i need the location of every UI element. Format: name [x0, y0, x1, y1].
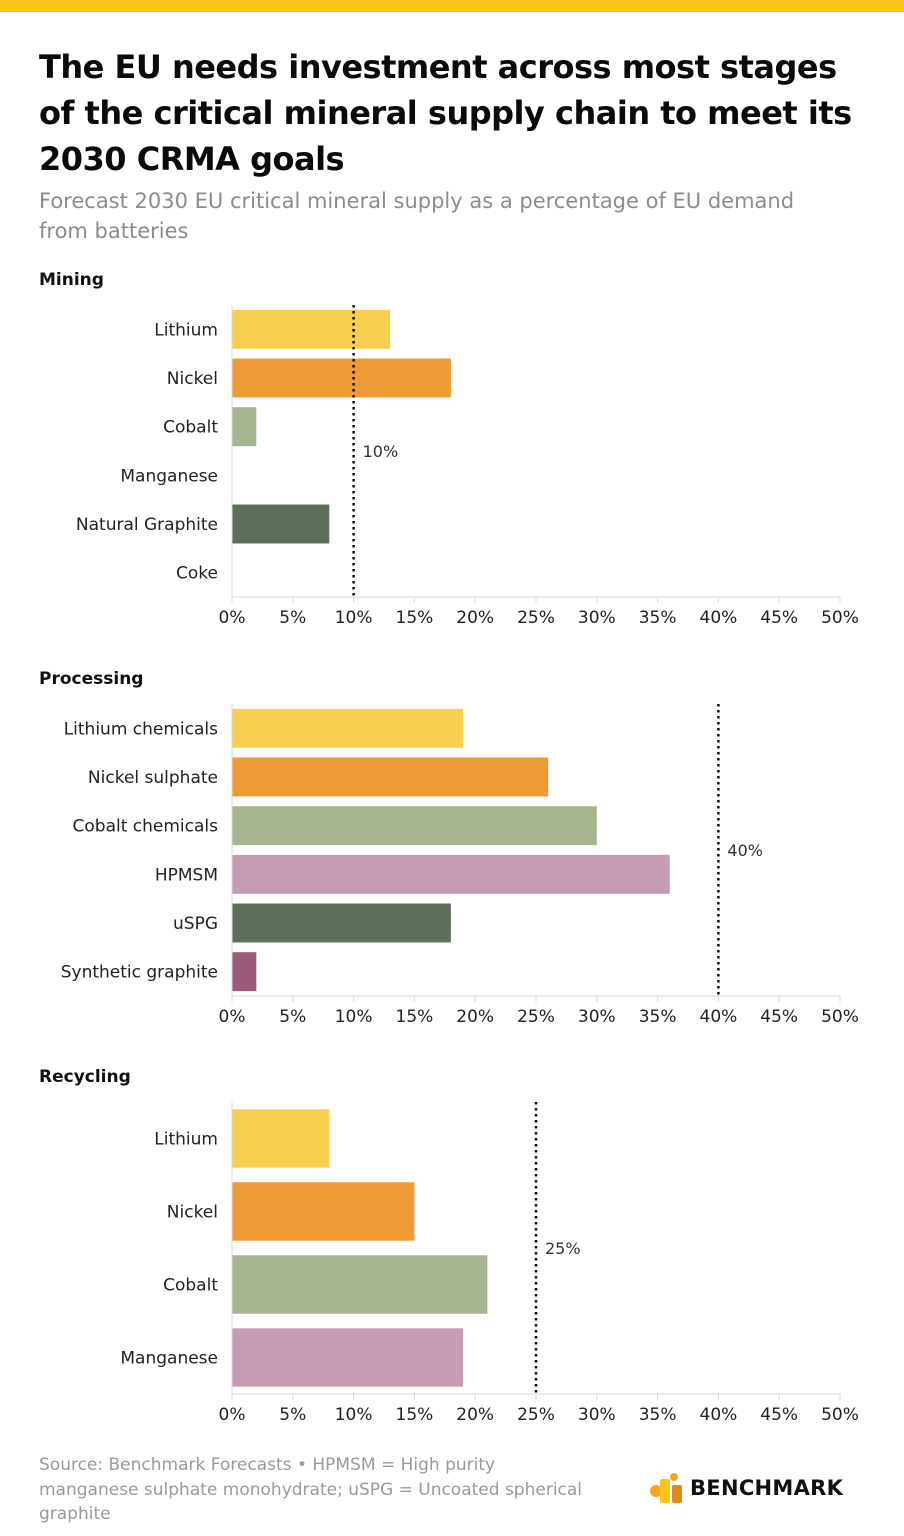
- x-tick-label: 30%: [578, 1007, 616, 1027]
- recycling-bar-chart: 0% 5% 10% 15% 20% 25% 30% 35% 40% 45% 50% Lithium Ni…: [120, 1102, 859, 1425]
- bar: [232, 903, 451, 943]
- benchmark-logo: BENCHMARK: [648, 1470, 843, 1506]
- mining-bar-chart: 0% 5% 10% 15% 20% 25% 30% 35% 40% 45% 50% Lithium Ni…: [76, 305, 859, 628]
- panel-title: Mining: [39, 270, 104, 290]
- category-label: HPMSM: [155, 865, 218, 885]
- category-label: Lithium: [154, 320, 218, 340]
- category-label: Manganese: [120, 466, 218, 486]
- category-label: Coke: [176, 564, 218, 584]
- x-tick-label: 40%: [700, 608, 738, 628]
- bar: [232, 854, 670, 894]
- category-label: Natural Graphite: [76, 515, 218, 535]
- category-label: Cobalt chemicals: [73, 817, 219, 837]
- x-tick-label: 15%: [396, 1405, 434, 1425]
- bar: [232, 504, 330, 544]
- source-note: Source: Benchmark Forecasts • HPMSM = Hi…: [39, 1455, 583, 1524]
- x-tick-label: 10%: [335, 1405, 373, 1425]
- category-label: Synthetic graphite: [61, 963, 218, 983]
- x-tick-label: 0%: [219, 1007, 246, 1027]
- x-tick-label: 30%: [578, 608, 616, 628]
- x-tick-label: 20%: [456, 1007, 494, 1027]
- category-label: Cobalt: [163, 418, 218, 438]
- category-label: Nickel sulphate: [88, 768, 218, 788]
- bar: [232, 1109, 330, 1168]
- bar: [232, 407, 257, 447]
- x-tick-label: 45%: [760, 1007, 798, 1027]
- x-tick-label: 10%: [335, 608, 373, 628]
- target-label: 10%: [363, 442, 399, 461]
- benchmark-logo-icon: [648, 1471, 686, 1505]
- x-tick-label: 50%: [821, 1007, 859, 1027]
- bar: [232, 806, 597, 846]
- x-tick-label: 15%: [396, 608, 434, 628]
- category-label: Nickel: [167, 369, 218, 389]
- x-tick-label: 25%: [517, 608, 555, 628]
- category-label: Nickel: [167, 1203, 218, 1223]
- x-tick-label: 50%: [821, 608, 859, 628]
- x-tick-label: 15%: [396, 1007, 434, 1027]
- x-tick-label: 30%: [578, 1405, 616, 1425]
- category-label: uSPG: [173, 914, 218, 934]
- bar: [232, 358, 451, 398]
- x-tick-label: 35%: [639, 1405, 677, 1425]
- bar: [232, 952, 257, 992]
- x-tick-label: 25%: [517, 1405, 555, 1425]
- x-tick-label: 45%: [760, 1405, 798, 1425]
- category-label: Manganese: [120, 1349, 218, 1369]
- bar: [232, 708, 464, 748]
- x-tick-label: 5%: [279, 1405, 306, 1425]
- chart-title: The EU needs investment across most stag…: [39, 48, 852, 178]
- bar: [232, 309, 391, 349]
- panel-title: Processing: [39, 669, 144, 689]
- bar: [232, 1255, 488, 1314]
- bar: [232, 757, 549, 797]
- target-label: 40%: [727, 841, 763, 860]
- category-label: Lithium chemicals: [64, 719, 218, 739]
- bar: [232, 1182, 415, 1241]
- x-tick-label: 40%: [700, 1007, 738, 1027]
- processing-bar-chart: 0% 5% 10% 15% 20% 25% 30% 35% 40% 45% 50% Lithium c…: [61, 704, 859, 1027]
- x-tick-label: 5%: [279, 1007, 306, 1027]
- x-tick-label: 0%: [219, 1405, 246, 1425]
- x-tick-label: 45%: [760, 608, 798, 628]
- x-tick-label: 10%: [335, 1007, 373, 1027]
- x-tick-label: 0%: [219, 608, 246, 628]
- x-tick-label: 25%: [517, 1007, 555, 1027]
- x-tick-label: 40%: [700, 1405, 738, 1425]
- target-label: 25%: [545, 1239, 581, 1258]
- chart-subtitle: Forecast 2030 EU critical mineral supply…: [39, 189, 795, 243]
- x-tick-label: 35%: [639, 608, 677, 628]
- x-tick-label: 5%: [279, 608, 306, 628]
- x-tick-label: 20%: [456, 1405, 494, 1425]
- x-tick-label: 20%: [456, 608, 494, 628]
- category-label: Cobalt: [163, 1276, 218, 1296]
- x-tick-label: 50%: [821, 1405, 859, 1425]
- benchmark-logo-text: BENCHMARK: [690, 1476, 844, 1500]
- bar: [232, 1328, 464, 1387]
- x-tick-label: 35%: [639, 1007, 677, 1027]
- panel-title: Recycling: [39, 1067, 131, 1087]
- top-accent-bar: [0, 0, 904, 12]
- category-label: Lithium: [154, 1130, 218, 1150]
